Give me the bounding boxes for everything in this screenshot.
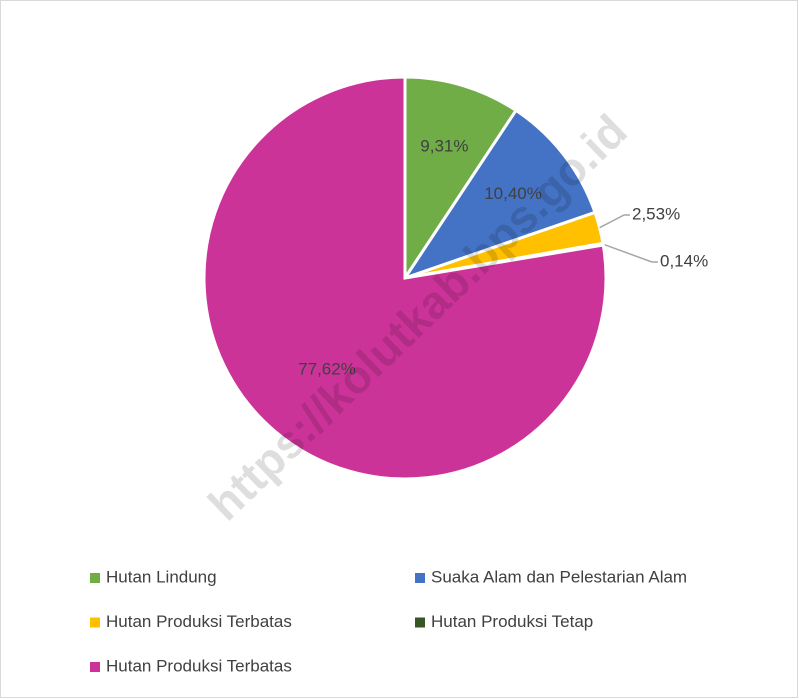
data-label: 77,62% bbox=[298, 359, 356, 378]
legend-swatch bbox=[90, 573, 100, 583]
legend-label: Hutan Produksi Tetap bbox=[431, 612, 593, 631]
legend-swatch bbox=[415, 617, 425, 628]
legend-swatch bbox=[415, 573, 425, 583]
legend-swatch bbox=[90, 662, 100, 672]
leader-line bbox=[599, 214, 630, 229]
legend-label: Hutan Produksi Terbatas bbox=[106, 656, 292, 675]
legend-label: Hutan Produksi Terbatas bbox=[106, 612, 292, 631]
data-label: 2,53% bbox=[632, 204, 680, 223]
data-label: 10,40% bbox=[484, 184, 542, 203]
data-label: 0,14% bbox=[660, 251, 708, 270]
pie-slice bbox=[401, 108, 597, 281]
data-label: 9,31% bbox=[420, 137, 468, 156]
legend-swatch bbox=[90, 617, 100, 628]
pie-slice bbox=[403, 75, 519, 283]
legend: Hutan Lindung Suaka Alam dan Pelestarian … bbox=[90, 567, 687, 675]
legend-label: Suaka Alam dan Pelestarian Alam bbox=[431, 567, 687, 586]
pie: 9,31% 10,40% 2,53% 0,14% 77,62% bbox=[202, 75, 708, 481]
legend-label: Hutan Lindung bbox=[106, 567, 217, 586]
leader-line bbox=[602, 243, 658, 263]
pie-slice bbox=[202, 75, 608, 481]
